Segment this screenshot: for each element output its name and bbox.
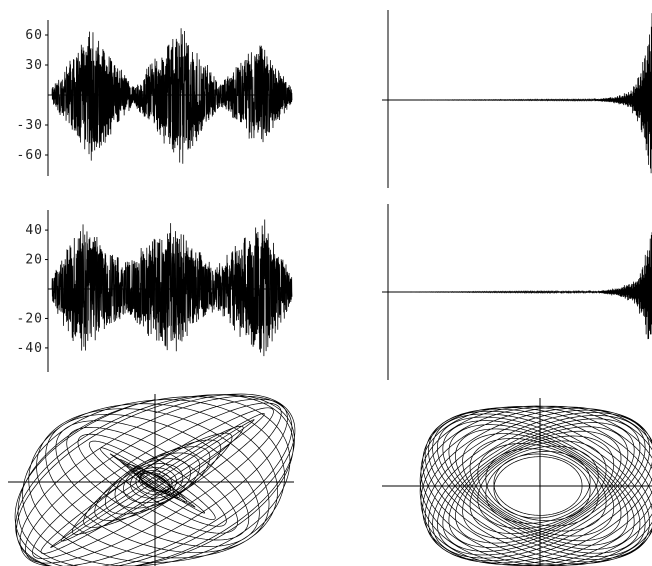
series-line [51,28,293,164]
panel-middle-left: 40 20 -20 -40 [17,210,293,372]
y-ticks: 40 20 -20 -40 [17,223,48,356]
y-tick-label: 40 [25,223,43,238]
panel-top-right [382,10,652,188]
y-tick-label: -20 [17,311,43,326]
y-tick-label: -40 [17,341,43,356]
y-tick-label: 30 [25,58,43,73]
panel-bottom-left [8,393,296,566]
series-line [382,13,652,174]
y-tick-label: 60 [25,28,43,43]
y-ticks: 60 30 -30 -60 [17,28,48,163]
panel-bottom-right [382,398,652,566]
series-line [382,232,652,340]
panel-top-left: 60 30 -30 -60 [17,20,293,176]
y-tick-label: -60 [17,148,43,163]
y-tick-label: 20 [25,253,43,268]
y-tick-label: -30 [17,118,43,133]
series-line [51,219,293,357]
panel-middle-right [382,204,652,380]
phase-curve [419,405,652,566]
